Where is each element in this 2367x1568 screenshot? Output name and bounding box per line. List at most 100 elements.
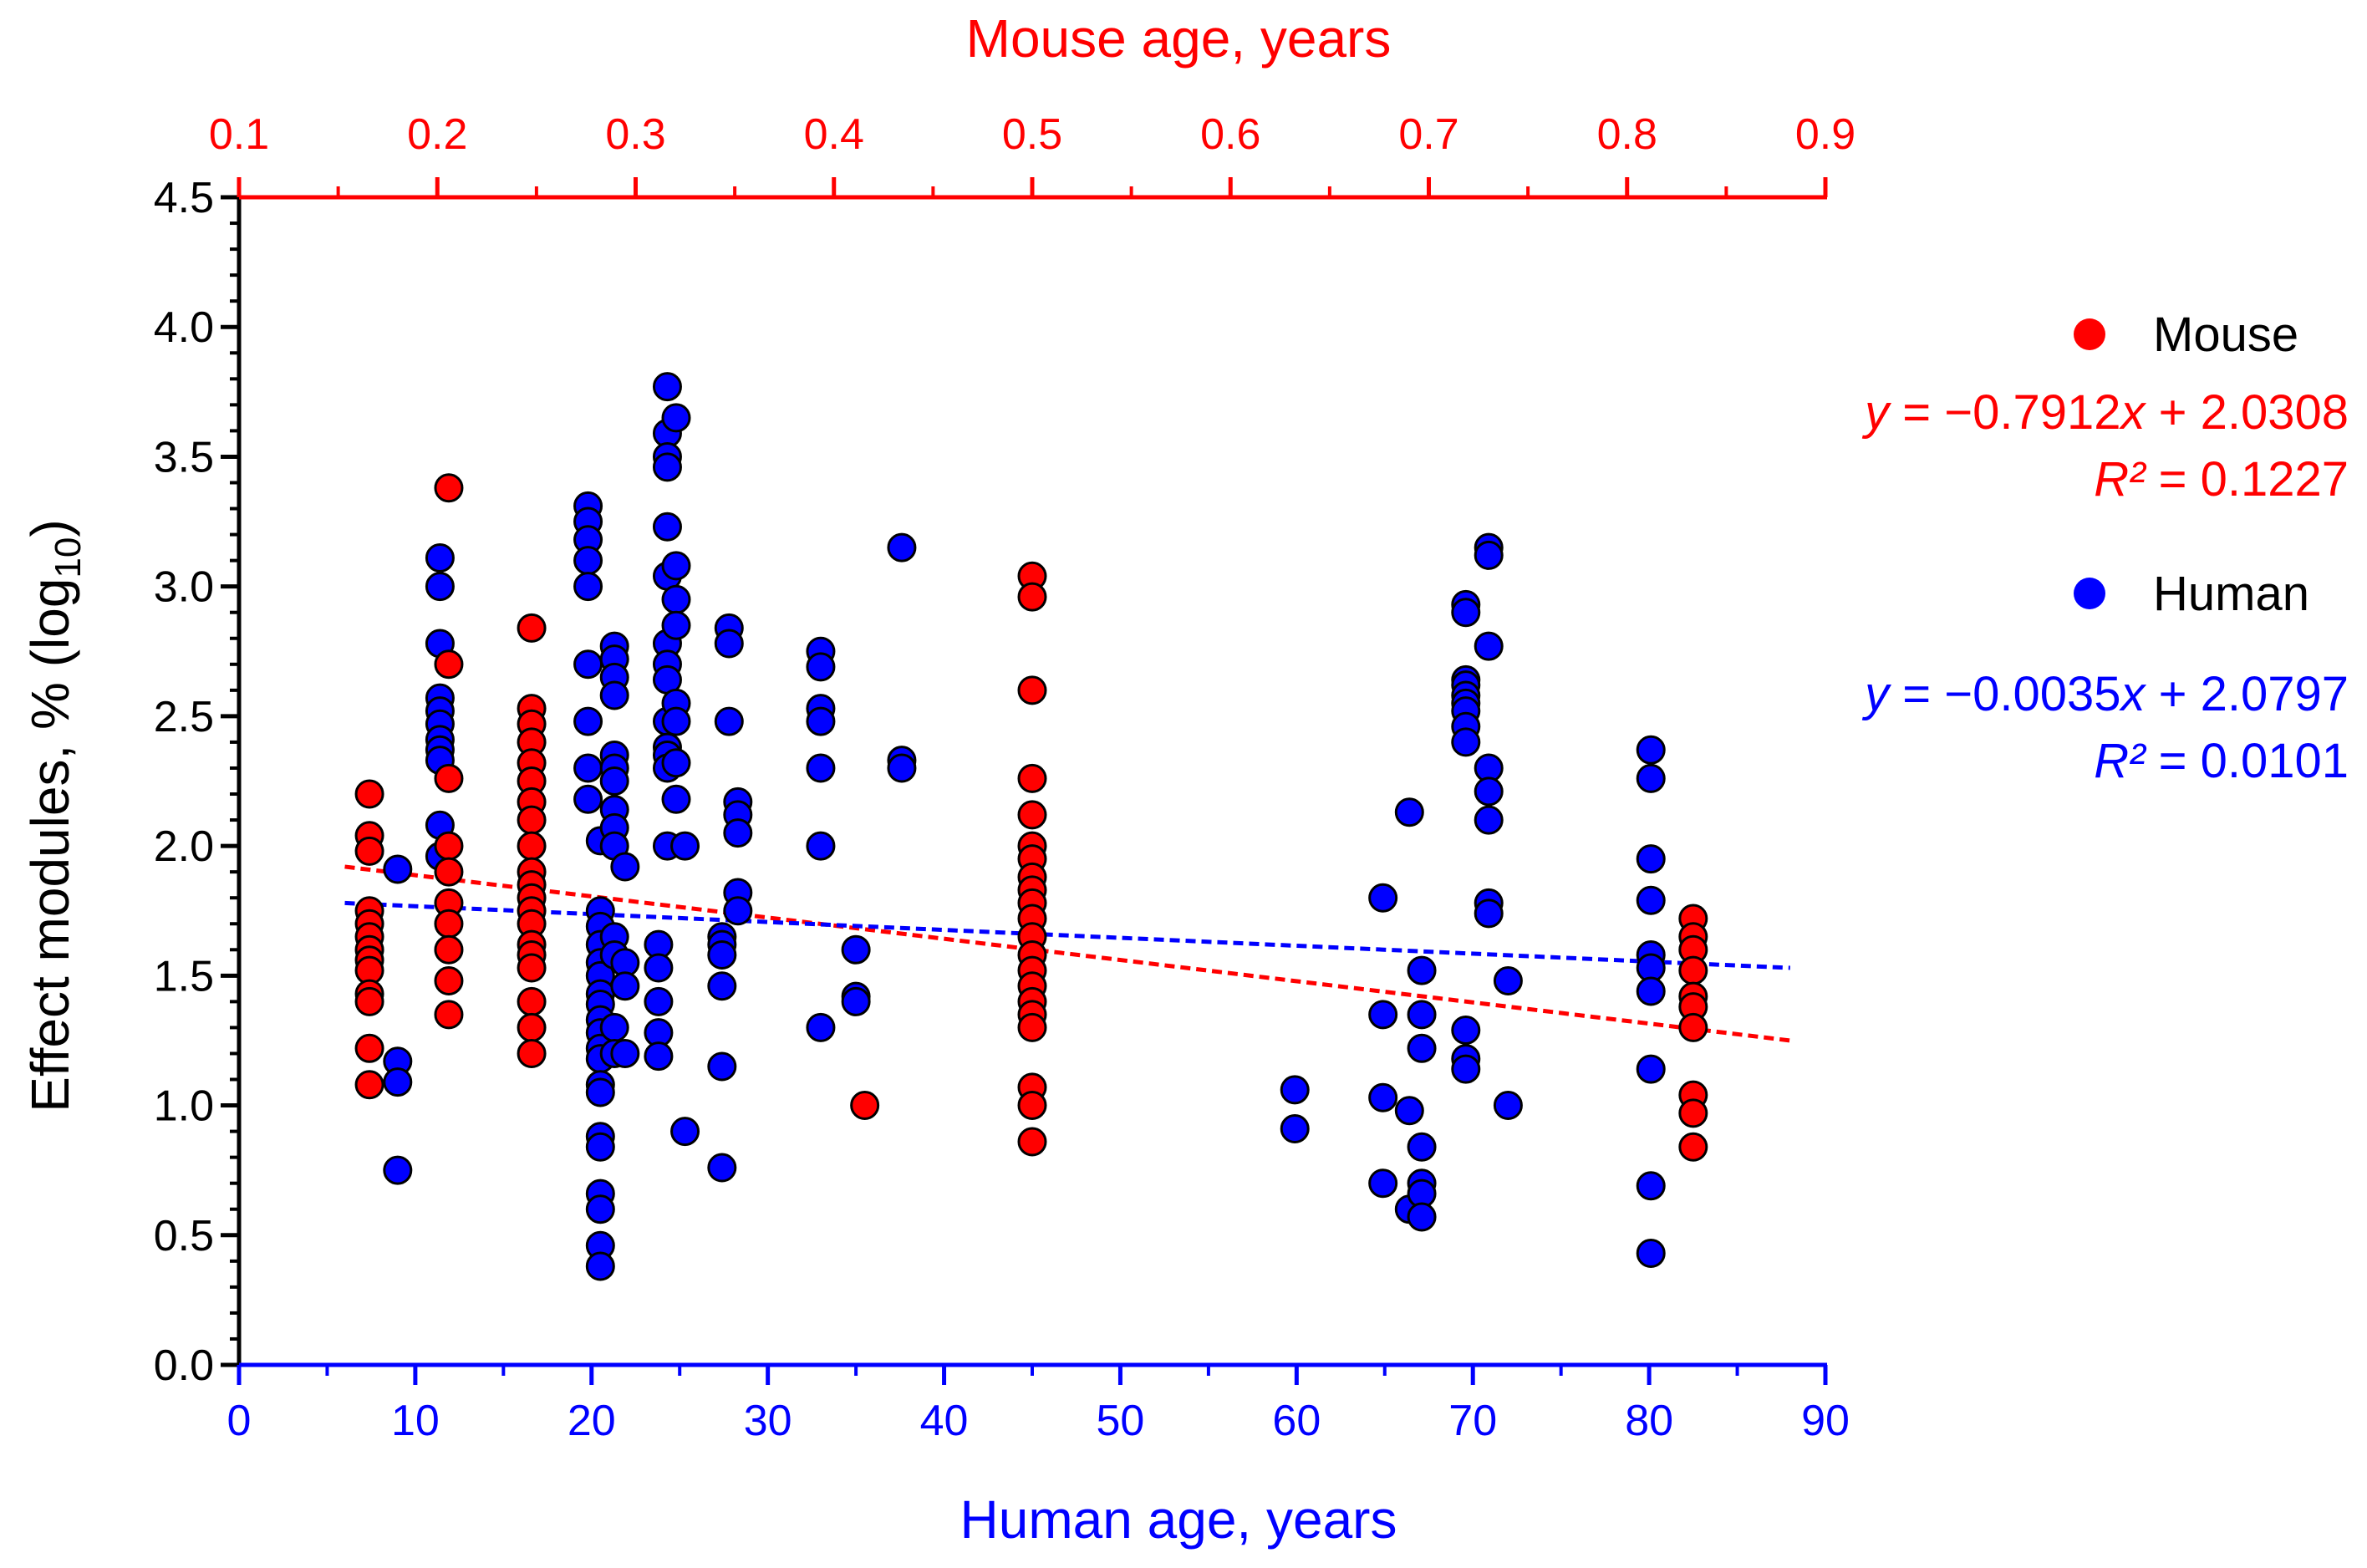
mouse-point [354,986,384,1016]
x-tick-label-top: 0.5 [1002,110,1062,159]
mouse-point [850,1091,880,1121]
human-point [1451,1016,1481,1046]
human-point [806,831,836,861]
y-axis-title-subscript: 10 [48,537,89,578]
x-tick-label-top: 0.3 [605,110,665,159]
y-tick-label: 4.0 [154,303,214,352]
mouse-point [1017,1091,1047,1121]
human-point [806,706,836,736]
y-tick-label: 2.0 [154,822,214,871]
human-point [1407,1033,1437,1063]
human-point [573,706,603,736]
human-point [425,572,455,602]
mouse-trendline [344,864,1791,1043]
human-point [1451,598,1481,628]
mouse-point [1678,1098,1708,1128]
human-point [661,706,691,736]
human-point [806,753,836,783]
human-point [1636,1239,1666,1269]
legend-human: Human y = −0.0035x + 2.0797 R² = 0.0101 [1861,567,2349,788]
x-tick-label-top: 0.1 [209,110,269,159]
human-point [714,706,744,736]
human-point [1636,763,1666,793]
human-point [599,766,629,796]
y-tick-label: 3.5 [154,433,214,481]
human-point [1407,1000,1437,1030]
legend-human-marker [2074,578,2105,609]
human-point [841,934,871,965]
y-tick-label: 1.5 [154,952,214,1000]
x-tick-label-top: 0.6 [1200,110,1260,159]
mouse-point [517,613,547,643]
mouse-point [517,1012,547,1042]
mouse-point [434,1000,464,1030]
human-equation: y = −0.0035x + 2.0797 [1861,667,2349,721]
human-point [1493,1091,1523,1121]
human-point [599,680,629,710]
human-point [610,971,640,1001]
mouse-point [434,966,464,996]
y-axis-title-end: ) [20,519,80,537]
mouse-point [517,831,547,861]
human-point [425,543,455,573]
legend-human-label: Human [2153,567,2309,621]
mouse-point [1017,800,1047,830]
human-point [723,818,753,848]
x-tick-label-bottom: 80 [1625,1397,1673,1445]
human-point [1407,1132,1437,1162]
human-trendline [344,900,1790,970]
human-point [1368,1000,1398,1030]
human-point [585,1077,615,1107]
legend-mouse-label: Mouse [2153,308,2298,362]
legend-mouse-marker [2074,318,2105,350]
x-tick-label-top: 0.7 [1398,110,1458,159]
human-point [661,403,691,433]
human-point [1474,805,1504,835]
x-tick-label-bottom: 20 [568,1397,616,1445]
y-axis-title-main: Effect modules, % (log [20,578,80,1112]
human-point [887,753,917,783]
x-tick-label-top: 0.4 [804,110,864,159]
human-point [652,512,682,542]
human-point [585,1194,615,1224]
y-tick-label: 1.0 [154,1082,214,1131]
human-point [661,551,691,581]
x-tick-label-bottom: 0 [227,1397,252,1445]
human-point [652,372,682,402]
human-point [573,649,603,680]
human-point [585,1251,615,1281]
mouse-point [517,986,547,1016]
human-point [1368,1082,1398,1112]
human-point [1493,966,1523,996]
human-point [1451,727,1481,757]
mouse-point [434,473,464,503]
human-point [841,986,871,1016]
bottom-axis-title: Human age, years [960,1489,1397,1550]
human-point [1368,1168,1398,1199]
x-tick-label-bottom: 40 [920,1397,969,1445]
x-tick-label-bottom: 90 [1801,1397,1850,1445]
human-point [383,1067,413,1097]
human-point [1280,1113,1310,1143]
axes-layer: 0.0 0.5 1.0 1.5 2.0 2.5 3.0 3.5 4.0 4.5 0 10 20 30 40 5… [154,110,1855,1445]
human-point [1636,735,1666,765]
human-point [806,652,836,682]
human-point [573,753,603,783]
human-point [670,1117,700,1147]
human-point [1636,844,1666,874]
human-point [707,939,737,970]
human-point [723,896,753,926]
mouse-point [354,836,384,866]
human-point [1280,1075,1310,1105]
x-tick-label-bottom: 50 [1097,1397,1145,1445]
human-point [652,452,682,482]
mouse-point [1017,1127,1047,1157]
human-point [1451,1054,1481,1084]
points-layer [354,372,1708,1281]
mouse-point [434,909,464,939]
human-point [585,1132,615,1162]
human-point [707,1051,737,1082]
mouse-point [434,831,464,861]
mouse-point [517,953,547,983]
